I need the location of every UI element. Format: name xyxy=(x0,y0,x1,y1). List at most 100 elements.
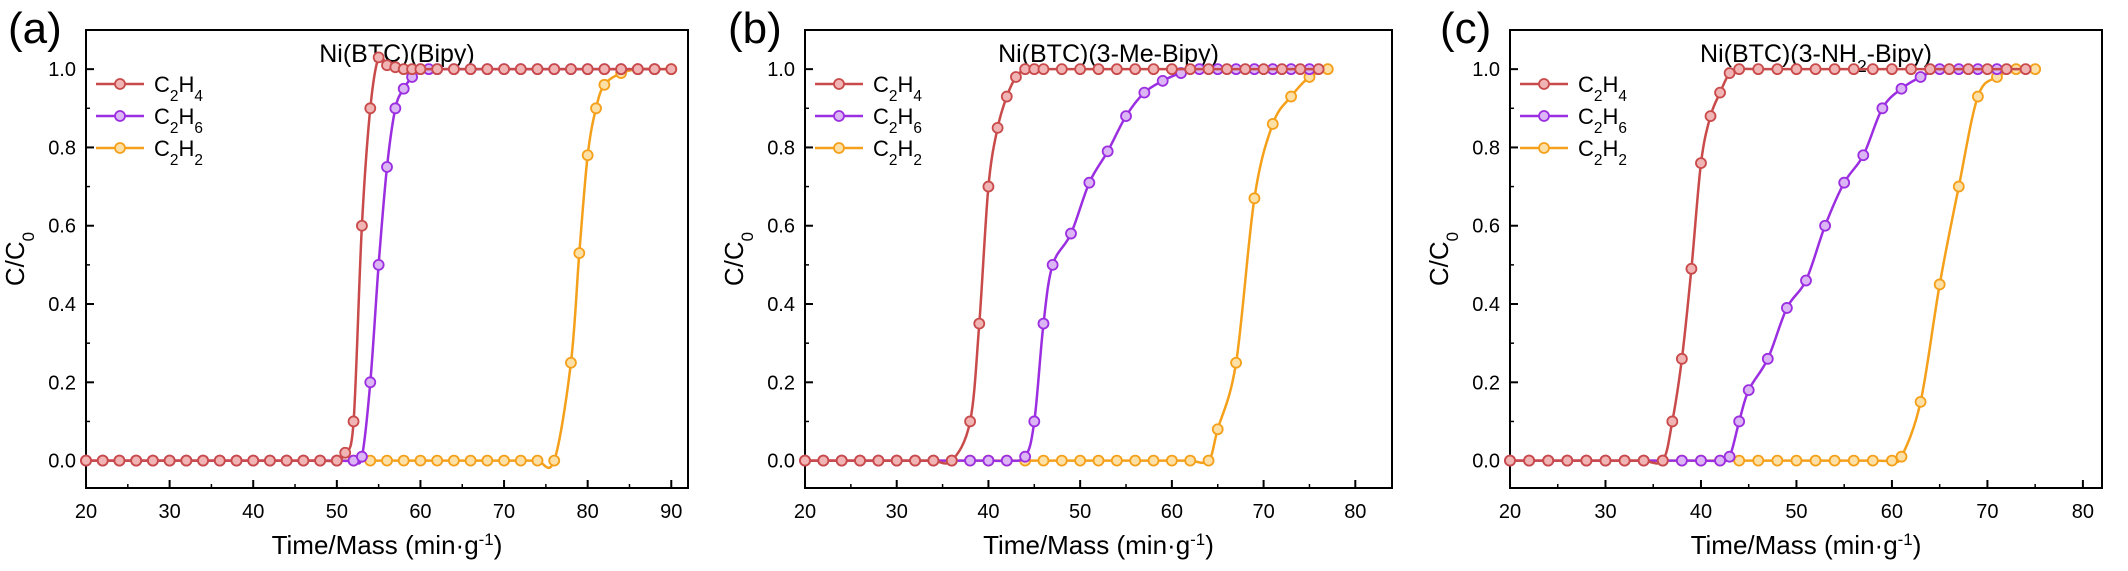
data-point-C2H6 xyxy=(1723,450,1736,463)
data-point-C2H4 xyxy=(113,454,126,467)
y-tick-label: 0.4 xyxy=(48,294,76,316)
x-axis-label-end: ) xyxy=(1913,530,1922,560)
y-tick-label: 0.4 xyxy=(1472,294,1500,316)
data-point-C2H2 xyxy=(1914,395,1927,408)
legend-marker-C2H6 xyxy=(114,110,126,122)
data-point-C2H4 xyxy=(799,454,811,467)
data-point-C2H2 xyxy=(498,454,510,467)
data-point-C2H4 xyxy=(1129,63,1142,76)
legend-marker-C2H4 xyxy=(1538,78,1550,90)
data-point-C2H4 xyxy=(548,63,561,76)
data-point-C2H4 xyxy=(1981,63,1994,76)
data-point-C2H4 xyxy=(1905,63,1917,76)
plot-frame xyxy=(1509,29,2103,489)
data-point-C2H2 xyxy=(1037,454,1050,467)
panel-label: (a) xyxy=(8,4,62,53)
data-point-C2H6 xyxy=(1733,415,1746,428)
y-axis-label: C/C0 xyxy=(719,232,757,286)
data-point-C2H2 xyxy=(1230,356,1242,369)
data-point-C2H2 xyxy=(1866,454,1879,467)
data-point-C2H4 xyxy=(414,63,427,76)
data-point-C2H4 xyxy=(431,63,444,76)
y-tick-label: 0.6 xyxy=(1472,216,1500,238)
data-point-C2H6 xyxy=(1028,415,1041,428)
legend-label-C2H6-part: 6 xyxy=(194,120,203,137)
data-point-C2H2 xyxy=(1895,450,1908,463)
series-C2H4 xyxy=(1504,63,2032,467)
legend-label-C2H4: C2H4 xyxy=(154,72,203,105)
data-point-C2H4 xyxy=(1675,352,1688,365)
data-point-C2H4 xyxy=(1866,63,1879,76)
data-point-C2H6 xyxy=(1838,176,1851,189)
y-tick-label: 0.0 xyxy=(48,451,76,473)
data-point-C2H6 xyxy=(1120,110,1132,123)
chart-title-part: Ni(BTC)(3-Me-Bipy) xyxy=(998,40,1219,68)
data-point-C2H2 xyxy=(414,454,427,467)
data-point-C2H2 xyxy=(1285,90,1298,103)
legend-label-C2H4: C2H4 xyxy=(1578,72,1627,105)
legend-label-C2H6-part: 6 xyxy=(913,120,922,137)
x-tick-label: 80 xyxy=(577,501,599,523)
x-tick-label: 30 xyxy=(886,501,908,523)
legend-marker-C2H4 xyxy=(833,78,845,90)
data-point-C2H2 xyxy=(1809,454,1822,467)
data-point-C2H2 xyxy=(1211,423,1224,436)
legend-label-C2H4-part: C xyxy=(154,72,170,97)
legend-label-C2H2-part: C xyxy=(873,136,889,161)
data-point-C2H4 xyxy=(1239,63,1252,76)
data-point-C2H4 xyxy=(130,454,143,467)
data-point-C2H4 xyxy=(514,63,527,76)
data-point-C2H2 xyxy=(1771,454,1784,467)
data-point-C2H4 xyxy=(1074,63,1087,76)
data-point-C2H2 xyxy=(1933,278,1946,291)
series-C2H4 xyxy=(799,63,1325,467)
data-point-C2H2 xyxy=(397,454,410,467)
data-point-C2H4 xyxy=(1294,63,1307,76)
y-tick-label: 1.0 xyxy=(767,59,795,81)
x-tick-label: 40 xyxy=(977,501,999,523)
legend-label-C2H2-part: 2 xyxy=(1594,152,1603,169)
data-point-C2H4 xyxy=(96,454,109,467)
data-point-C2H4 xyxy=(1685,262,1698,275)
data-point-C2H6 xyxy=(1781,302,1793,314)
legend-label-C2H2-part: 2 xyxy=(170,152,179,169)
legend-marker-C2H4 xyxy=(114,78,126,90)
x-axis-label-sup: -1 xyxy=(1898,530,1913,549)
x-axis-label: Time/Mass (min·g-1) xyxy=(272,530,503,561)
data-point-C2H4 xyxy=(1962,63,1975,76)
data-point-C2H4 xyxy=(1666,415,1679,428)
data-point-C2H2 xyxy=(464,454,477,467)
legend-label-C2H4-part: 2 xyxy=(889,88,898,105)
x-tick-label: 20 xyxy=(75,501,97,523)
x-tick-label: 60 xyxy=(1161,501,1183,523)
x-tick-label: 40 xyxy=(242,501,264,523)
data-point-C2H4 xyxy=(1276,63,1288,76)
data-point-C2H6 xyxy=(1083,176,1096,189)
data-point-C2H2 xyxy=(1055,454,1068,467)
data-point-C2H4 xyxy=(230,454,243,467)
data-point-C2H4 xyxy=(665,63,678,76)
data-point-C2H4 xyxy=(1580,454,1593,467)
data-point-C2H4 xyxy=(464,63,477,76)
data-point-C2H2 xyxy=(1266,118,1279,130)
data-point-C2H2 xyxy=(1184,454,1197,467)
legend-label-C2H2-part: C xyxy=(154,136,170,161)
data-point-C2H6 xyxy=(1000,454,1013,467)
legend-label-C2H4-part: H xyxy=(178,72,194,97)
data-point-C2H4 xyxy=(531,63,544,76)
data-point-C2H4 xyxy=(1037,63,1050,76)
legend-label-C2H2-part: H xyxy=(1602,136,1618,161)
data-point-C2H4 xyxy=(1055,63,1068,76)
x-tick-label: 70 xyxy=(1976,501,1998,523)
data-point-C2H6 xyxy=(1742,384,1755,397)
data-point-C2H2 xyxy=(1733,454,1746,467)
data-point-C2H4 xyxy=(909,454,921,467)
data-point-C2H4 xyxy=(982,180,995,193)
x-tick-label: 70 xyxy=(1252,501,1274,523)
data-point-C2H4 xyxy=(2000,63,2013,76)
x-tick-label: 50 xyxy=(1069,501,1091,523)
chart-title: Ni(BTC)(3-NH2-Bipy) xyxy=(1700,40,1932,76)
y-axis-label-sub: 0 xyxy=(738,232,757,241)
data-point-C2H4 xyxy=(1010,71,1022,83)
